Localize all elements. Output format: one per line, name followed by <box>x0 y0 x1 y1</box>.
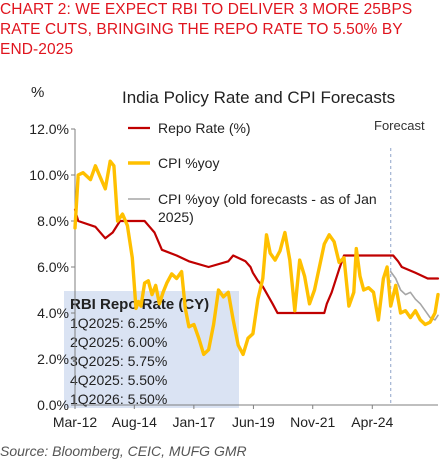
chart-axes: 0.0% 2.0% 4.0% 6.0% 8.0% 10.0% 12.0% Mar-12 Aug-… <box>29 121 438 430</box>
series-line-cpi <box>73 159 440 357</box>
box-line-5: 1Q2026: 5.50% <box>70 391 167 407</box>
repo-rate-box-text: RBI Repo Rate (CY) 1Q2025: 6.25% 2Q2025:… <box>70 296 209 407</box>
headline-line-1: CHART 2: WE EXPECT RBI TO DELIVER 3 MORE… <box>0 1 413 18</box>
headline-line-2: RATE CUTS, BRINGING THE REPO RATE TO 5.5… <box>0 21 403 38</box>
y-tick-label: 2.0% <box>37 351 69 367</box>
y-tick-label: 10.0% <box>29 167 69 183</box>
y-tick-label: 12.0% <box>29 121 69 137</box>
y-tick-label: 8.0% <box>37 213 69 229</box>
source-note: Source: Bloomberg, CEIC, MUFG GMR <box>0 443 247 459</box>
box-line-4: 4Q2025: 5.50% <box>70 372 167 388</box>
series-line-repo <box>73 208 440 315</box>
legend-label-cpi_old: 2025) <box>158 209 194 225</box>
y-tick-label: 0.0% <box>37 397 69 413</box>
legend-label-cpi: CPI %yoy <box>158 155 219 171</box>
y-tick-label: 4.0% <box>37 305 69 321</box>
legend-label-repo: Repo Rate (%) <box>158 120 251 136</box>
chart-headline: CHART 2: WE EXPECT RBI TO DELIVER 3 MORE… <box>0 0 440 60</box>
forecast-annotation: Forecast <box>374 118 425 133</box>
box-line-2: 2Q2025: 6.00% <box>70 334 167 350</box>
chart-legend: Repo Rate (%) CPI %yoy CPI %yoy (old forec… <box>128 120 377 225</box>
y-tick-label: 6.0% <box>37 259 69 275</box>
x-tick-label: Mar-12 <box>53 414 98 430</box>
y-axis-unit-label: % <box>31 84 44 101</box>
headline-line-3: END-2025 <box>0 41 74 58</box>
legend-label-cpi_old: CPI %yoy (old forecasts - as of Jan <box>158 191 377 207</box>
series-lines <box>73 159 440 357</box>
chart-title: India Policy Rate and CPI Forecasts <box>122 88 395 107</box>
x-tick-label: Aug-14 <box>112 414 157 430</box>
x-tick-label: Apr-24 <box>351 414 393 430</box>
x-tick-label: Jun-19 <box>232 414 275 430</box>
box-line-1: 1Q2025: 6.25% <box>70 315 167 331</box>
x-tick-label: Nov-21 <box>290 414 335 430</box>
box-line-3: 3Q2025: 5.75% <box>70 353 167 369</box>
x-tick-label: Jan-17 <box>172 414 215 430</box>
